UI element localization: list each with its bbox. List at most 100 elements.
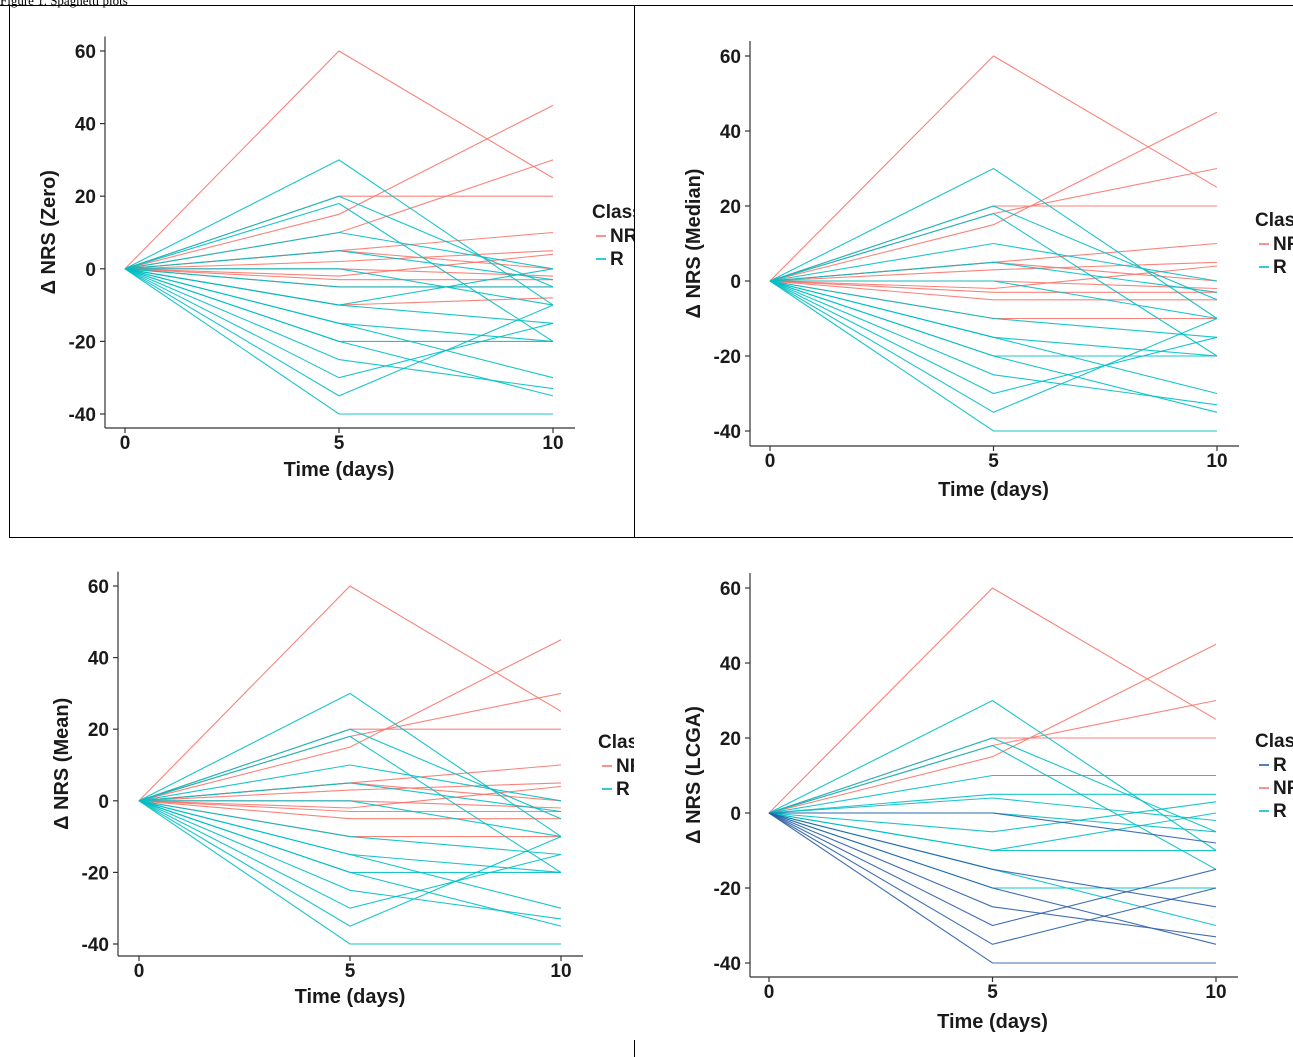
legend-label: R [610,249,624,270]
y-axis-title: Δ NRS (Zero) [38,170,60,294]
series-line-r [124,268,554,390]
y-tick-label: -40 [714,954,741,975]
series-line-r [769,280,1218,338]
legend-label: NR [1273,234,1293,255]
series-line-r [769,261,1218,293]
legend-label: R [1273,755,1287,776]
series-line-r [769,280,1218,406]
y-tick-label: -20 [714,347,741,368]
legend-label: NR [616,756,634,777]
y-tick-label: 0 [730,804,741,825]
series-line-nr [124,253,554,277]
series-line-nr [769,261,1218,282]
series-line-r [769,280,1218,395]
x-axis-title: Time (days) [284,459,395,481]
x-tick-label: 10 [1205,982,1226,1003]
series-line-r [768,812,1217,852]
y-tick-label: -20 [82,863,109,884]
series-line-r [769,280,1218,413]
series-line-r [124,268,553,288]
series-line-nr [769,280,1217,301]
y-tick-label: 20 [88,720,109,741]
figure-caption: Figure 1. Spaghetti plots [0,0,128,8]
series-line-nr [768,643,1217,814]
series-line-nr [138,782,562,802]
series-line-r [769,212,1218,357]
series-line-nr [124,268,553,281]
series-line-r-dark [768,812,1217,927]
x-tick-label: 5 [988,451,999,472]
x-tick-label: 0 [765,451,776,472]
series-line-nr [138,639,562,802]
series-line-nr [769,55,1218,282]
series-line-nr [138,585,562,802]
y-axis-title: Δ NRS (Mean) [51,698,73,830]
x-axis-title: Time (days) [937,1011,1048,1033]
series-line-r [769,280,1217,432]
series-line-r-dark [768,812,1217,945]
series-line-r [138,782,562,813]
series-line-r [124,268,554,379]
chart-panel-mean: 60 40 20 0 -20 -40 0 5 10 Time (days) Δ NRS (Mean)… [10,538,634,1057]
series-line-r [768,797,1217,822]
series-line-nr [124,250,554,270]
chart-zero-svg: 60 40 20 0 -20 -40 0 5 10 Time (days) Δ NRS (Zero)… [38,36,634,481]
grid-vertical-divider-bottom [634,1040,635,1057]
series-line-nr [124,104,554,270]
series-line-r-dark [768,812,1217,938]
series-line-r [124,268,553,415]
x-axis-title: Time (days) [938,479,1049,501]
y-tick-label: -40 [82,935,109,956]
x-tick-label: 5 [334,433,345,454]
y-tick-label: 20 [75,187,96,208]
grid-left-border [9,5,10,537]
legend-label: NR [1273,778,1293,799]
legend-label: R [1273,801,1287,822]
y-tick-label: 40 [75,115,96,136]
y-tick-label: 40 [88,649,109,670]
chart-lcga-svg: 60 40 20 0 -20 -40 0 5 10 Time (days) Δ NRS (LCGA)… [683,573,1293,1033]
series-line-nr [124,50,554,270]
series-line-r [769,280,1218,413]
y-tick-label: 60 [75,42,96,63]
y-tick-label: 0 [85,260,96,281]
series-line-r [138,735,562,873]
series-line-r [124,195,554,288]
series-line-r [138,728,562,820]
series-line-r-dark [768,812,1216,964]
x-tick-label: 5 [987,982,998,1003]
series-line-nr [769,265,1218,290]
series-line-r [769,242,1218,282]
series-line-nr [769,111,1218,282]
grid-vertical-divider [634,5,635,537]
y-tick-label: 0 [730,272,741,293]
series-line-r [770,280,1218,320]
x-tick-label: 0 [120,433,131,454]
y-tick-label: 40 [720,654,741,675]
grid-horizontal-divider [9,537,1293,538]
y-tick-label: 60 [720,579,741,600]
series-line-r [124,231,554,270]
x-tick-label: 10 [550,961,571,982]
series-line-r [124,268,554,397]
chart-mean-svg: 60 40 20 0 -20 -40 0 5 10 Time (days) Δ NRS (Mean)… [51,571,634,1008]
series-line-r [138,800,562,909]
y-tick-label: -20 [69,332,96,353]
series-line-r [769,280,1218,357]
series-line-nr [768,587,1217,814]
series-line-r-dark [768,812,1217,945]
y-axis-title: Δ NRS (LCGA) [683,706,705,844]
x-tick-label: 0 [134,961,145,982]
series-line-r [138,800,562,927]
y-tick-label: 20 [720,197,741,218]
chart-median-svg: 60 40 20 0 -20 -40 0 5 10 Time (days) Δ NRS (Media… [683,41,1293,501]
y-tick-label: -40 [69,405,96,426]
series-line-r [124,202,554,342]
series-line-r [139,800,562,838]
x-tick-label: 10 [542,433,563,454]
x-tick-label: 5 [345,961,356,982]
y-tick-label: -20 [714,879,741,900]
chart-panel-median: 60 40 20 0 -20 -40 0 5 10 Time (days) Δ NRS (Media… [635,6,1293,537]
grid-top-border [0,5,1293,6]
x-tick-label: 0 [764,982,775,1003]
